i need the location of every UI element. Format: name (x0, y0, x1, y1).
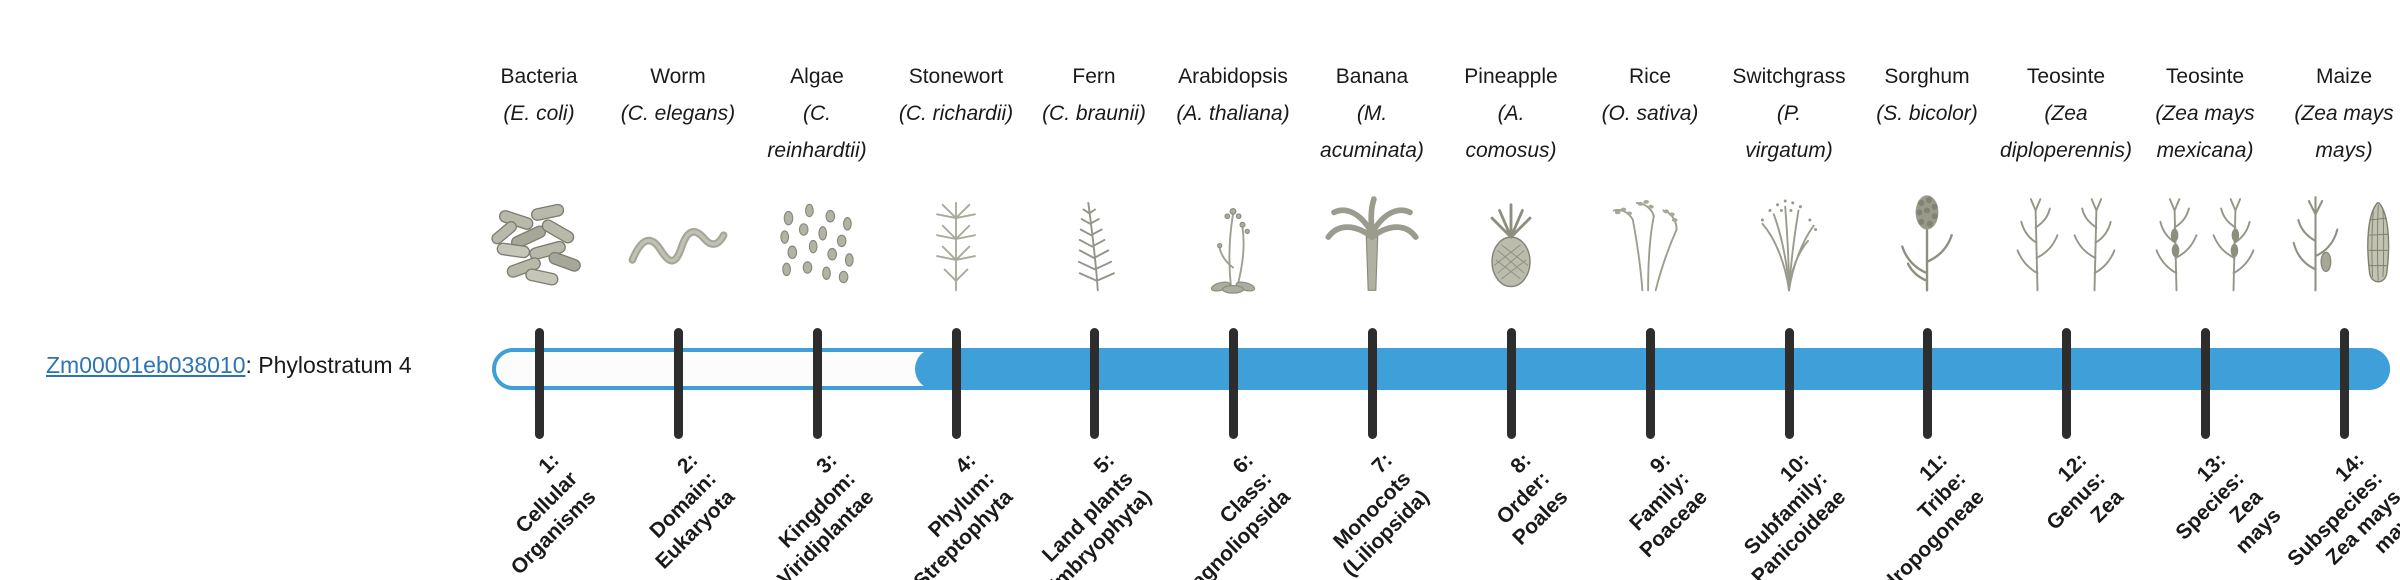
organism-common-name: Teosinte (2165, 65, 2245, 88)
rice-illustration (1575, 168, 1725, 296)
banana-illustration (1297, 168, 1447, 296)
gene-phylostratum-text: : Phylostratum 4 (245, 352, 412, 378)
stratum-tick (2339, 328, 2349, 439)
organism-common-name: Sorghum (1884, 65, 1970, 88)
organism-common-name: Banana (1335, 65, 1409, 88)
stratum-label: 3: Kingdom: Viridiplantae (773, 448, 879, 580)
stratum-tick (1784, 328, 1794, 439)
stratum-tick (673, 328, 683, 439)
stratum-tick (1367, 328, 1377, 439)
maize-illustration (2269, 168, 2400, 296)
stratum-tick (951, 328, 961, 439)
organism-latin-name: (A. thaliana) (1176, 102, 1290, 125)
stratum-tick (1089, 328, 1099, 439)
organism-common-name: Teosinte (2026, 65, 2106, 88)
organism-latin-name: (C. braunii) (1042, 102, 1146, 125)
stratum-tick (1645, 328, 1655, 439)
organism-common-name: Arabidopsis (1178, 65, 1288, 88)
organism-latin-name: (Zea mays mays) (2294, 102, 2394, 162)
sorghum-illustration (1852, 168, 2002, 296)
bacteria-illustration (464, 168, 614, 296)
organism-latin-name: (P. virgatum) (1745, 102, 1833, 162)
arabidopsis-illustration (1158, 168, 1308, 296)
stratum-label: 12: Genus: Zea (2041, 448, 2128, 535)
stratum-label: 13: Species: Zea mays (2171, 448, 2286, 559)
algae-illustration (742, 168, 892, 296)
stratum-label: 11: Tribe: Andropogoneae (1858, 448, 1989, 580)
switchgrass-illustration (1714, 168, 1864, 296)
stratum-label: 6: Class: Magnoliopsida (1174, 448, 1295, 580)
worm-illustration (603, 168, 753, 296)
organism-latin-name: (C. elegans) (620, 102, 736, 125)
organism-latin-name: (C. richardii) (898, 102, 1014, 125)
organism-common-name: Pineapple (1464, 65, 1558, 88)
stratum-tick (1922, 328, 1932, 439)
stratum-label: 1: Cellular Organisms (506, 448, 601, 580)
stonewort-illustration (881, 168, 1031, 296)
organism-latin-name: (M. acuminata) (1320, 102, 1424, 162)
organism-common-name: Maize (2315, 65, 2373, 88)
gene-label: Zm00001eb038010: Phylostratum 4 (46, 352, 412, 379)
stratum-label: 7: Monocots (Liliopsida) (1328, 448, 1434, 580)
stratum-label: 4: Phylum: Streptophyta (909, 448, 1018, 580)
stratum-tick (534, 328, 544, 439)
organism-latin-name: (E. coli) (503, 102, 575, 125)
stratum-label: 5: Land plants (Embryophyta) (1034, 448, 1156, 580)
organism-latin-name: (Zea mays mexicana) (2155, 102, 2255, 162)
organism-common-name: Bacteria (500, 65, 578, 88)
organism-common-name: Rice (1628, 65, 1671, 88)
stratum-tick (2200, 328, 2210, 439)
organism-latin-name: (A. comosus) (1465, 102, 1557, 162)
organism-latin-name: (C. reinhardtii) (767, 102, 867, 162)
stratum-tick (2061, 328, 2071, 439)
organism-latin-name: (S. bicolor) (1876, 102, 1978, 125)
stratum-label: 9: Family: Poaceae (1625, 448, 1712, 563)
organism-common-name: Stonewort (908, 65, 1004, 88)
stratum-label: 8: Order: Poales (1492, 448, 1573, 550)
organism-common-name: Fern (1072, 65, 1116, 88)
stratum-label: 2: Domain: Eukaryota (645, 448, 740, 574)
organism-common-name: Worm (650, 65, 706, 88)
pineapple-illustration (1436, 168, 1586, 296)
stratum-tick (1228, 328, 1238, 439)
organism-common-name: Algae (790, 65, 844, 88)
gene-link[interactable]: Zm00001eb038010 (46, 352, 246, 378)
teosinte-illustration (2130, 168, 2280, 296)
fern-illustration (1019, 168, 1169, 296)
stratum-tick (812, 328, 822, 439)
stratum-label: 14: Subspecies: Zea mays mays (2283, 448, 2400, 571)
teosinte-illustration (1991, 168, 2141, 296)
organism-common-name: Switchgrass (1732, 65, 1846, 88)
stratum-tick (1506, 328, 1516, 439)
organism-latin-name: (Zea diploperennis) (2000, 102, 2132, 162)
organism-latin-name: (O. sativa) (1601, 102, 1699, 125)
